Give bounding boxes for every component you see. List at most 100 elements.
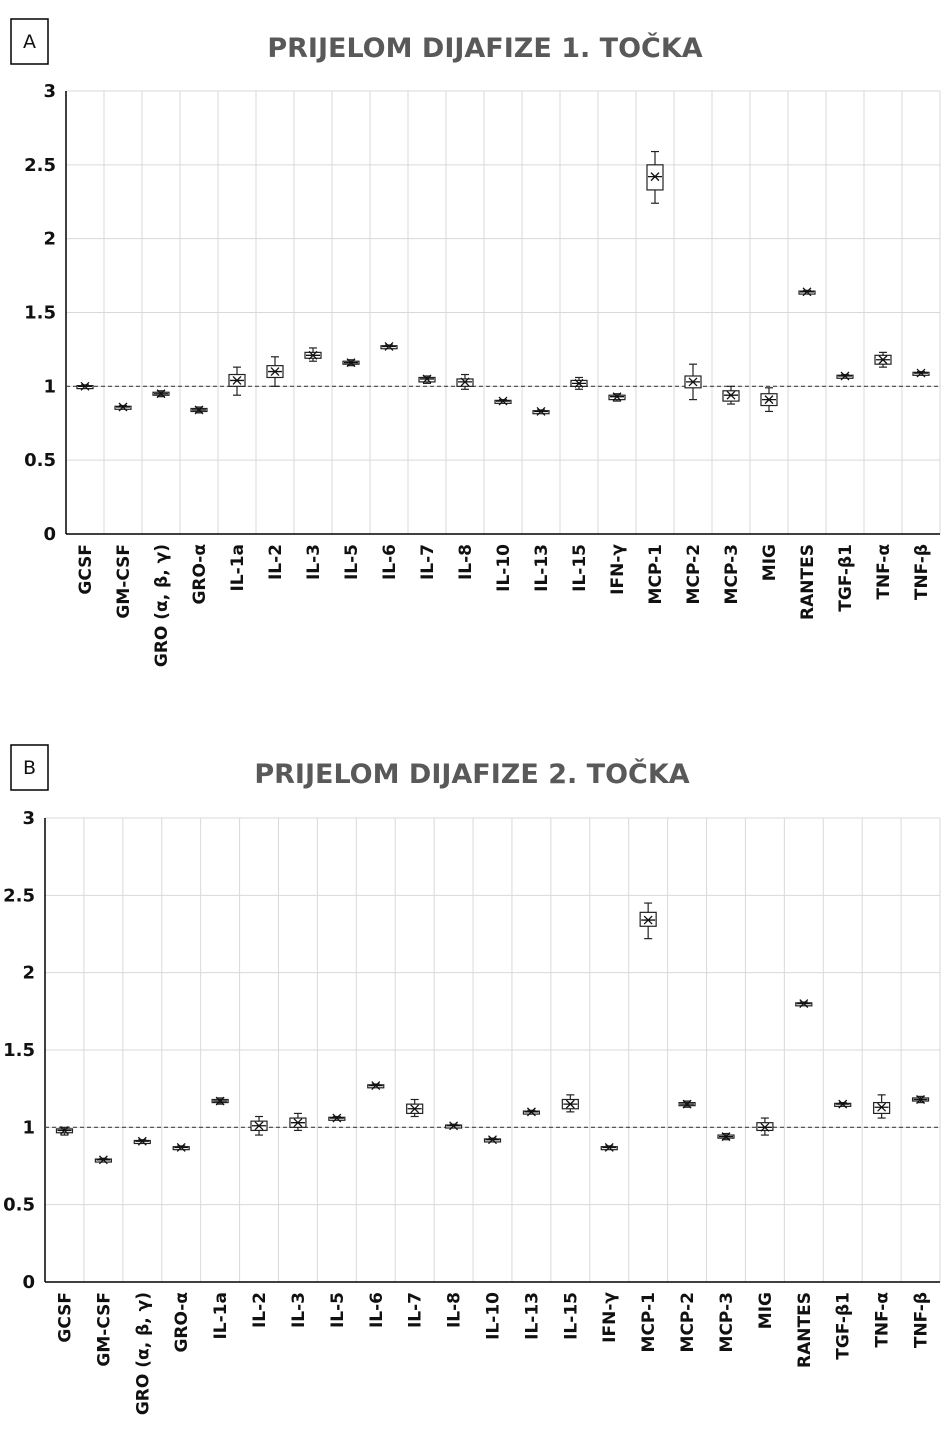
x-tick-label: GRO-α bbox=[190, 544, 210, 605]
box-plot-mark bbox=[266, 356, 284, 387]
y-tick-label: 1 bbox=[22, 1117, 35, 1138]
x-tick-label: TGF-β1 bbox=[836, 544, 856, 612]
x-tick-label: IL-13 bbox=[532, 544, 552, 592]
y-tick-label: 1.5 bbox=[3, 1040, 35, 1061]
x-tick-label: TGF-β1 bbox=[834, 1292, 854, 1360]
mean-marker bbox=[252, 1121, 267, 1131]
x-tick-label: IL-8 bbox=[456, 544, 476, 580]
panel-label: A bbox=[23, 31, 36, 53]
mean-marker bbox=[762, 395, 776, 405]
x-tick-label: MIG bbox=[756, 1292, 776, 1329]
box-plot-mark bbox=[532, 406, 550, 416]
y-tick-label: 2.5 bbox=[3, 885, 35, 906]
mean-marker bbox=[407, 1104, 422, 1114]
mean-marker bbox=[368, 1081, 383, 1091]
x-tick-label: IL-3 bbox=[304, 544, 324, 580]
x-tick-label: IFN-γ bbox=[608, 544, 628, 595]
box-plot-mark bbox=[406, 1098, 424, 1118]
chart-title: PRIJELOM DIJAFIZE 2. TOČKA bbox=[254, 758, 689, 790]
mean-marker bbox=[57, 1125, 72, 1135]
x-tick-label: MCP-2 bbox=[684, 544, 704, 604]
mean-marker bbox=[876, 355, 890, 365]
mean-marker bbox=[796, 999, 811, 1009]
box-plot-mark bbox=[873, 1094, 891, 1119]
box-plot-mark bbox=[418, 374, 436, 384]
box-plot-mark bbox=[678, 1099, 696, 1109]
x-tick-label: IL-3 bbox=[289, 1292, 309, 1328]
x-tick-label: TNF-α bbox=[873, 1292, 893, 1348]
mean-marker bbox=[724, 390, 738, 400]
mean-marker bbox=[800, 287, 814, 297]
box-plot-mark bbox=[522, 1107, 541, 1117]
box-plot-mark bbox=[639, 902, 657, 940]
box-plot-mark bbox=[722, 385, 740, 405]
mean-marker bbox=[154, 389, 168, 399]
mean-marker bbox=[534, 406, 548, 416]
y-tick-label: 3 bbox=[22, 808, 35, 829]
mean-marker bbox=[572, 378, 586, 388]
x-tick-label: TNF-β bbox=[912, 544, 932, 600]
y-tick-label: 0 bbox=[43, 524, 56, 545]
x-tick-label: IL-15 bbox=[570, 544, 590, 592]
y-tick-label: 1 bbox=[43, 376, 56, 397]
panel-label: B bbox=[23, 757, 36, 779]
box-plot-mark bbox=[456, 373, 474, 390]
mean-marker bbox=[835, 1099, 850, 1109]
box-plot-mark bbox=[76, 381, 94, 391]
x-tick-label: GRO-α bbox=[172, 1292, 192, 1353]
x-tick-label: IL-1a bbox=[228, 544, 248, 592]
x-tick-label: MCP-3 bbox=[717, 1292, 737, 1352]
x-tick-label: MCP-3 bbox=[722, 544, 742, 604]
box-plot-mark bbox=[795, 999, 813, 1009]
x-tick-label: IL-10 bbox=[484, 1292, 504, 1340]
x-tick-label: TNF-α bbox=[874, 544, 894, 600]
box-plot-mark bbox=[211, 1096, 229, 1106]
chart-svg-b: B PRIJELOM DIJAFIZE 2. TOČKA 0 0.5 1 1.5 2 2.… bbox=[3, 744, 941, 1415]
x-tick-label: GRO (α, β, γ) bbox=[152, 544, 172, 667]
box-plot-mark bbox=[646, 150, 664, 204]
mean-marker bbox=[344, 358, 358, 368]
y-tick-label: 0 bbox=[22, 1272, 35, 1293]
box-plot-mark bbox=[304, 347, 322, 362]
x-tick-label: MCP-1 bbox=[639, 1292, 659, 1352]
box-plot-mark bbox=[172, 1142, 190, 1152]
box-plot-mark bbox=[250, 1115, 268, 1136]
panel-label-box bbox=[10, 18, 49, 65]
box-plot-mark bbox=[94, 1155, 112, 1165]
panel-label-box bbox=[10, 744, 49, 791]
x-tick-label: IL-15 bbox=[561, 1292, 581, 1340]
mean-marker bbox=[382, 342, 396, 351]
x-tick-label: IL-7 bbox=[418, 544, 438, 580]
mean-marker bbox=[268, 367, 282, 377]
x-tick-label: IL-6 bbox=[380, 544, 400, 580]
x-tick-label: IL-7 bbox=[406, 1292, 426, 1328]
box-plot-mark bbox=[342, 358, 360, 368]
mean-marker bbox=[230, 375, 244, 385]
x-tick-label: GM-CSF bbox=[94, 1292, 114, 1367]
box-plot-mark bbox=[494, 396, 512, 406]
y-tick-label: 0.5 bbox=[24, 450, 56, 471]
mean-marker bbox=[116, 402, 130, 412]
mean-marker bbox=[563, 1099, 578, 1109]
box-plot-mark bbox=[133, 1136, 151, 1146]
box-plot-mark bbox=[608, 392, 626, 402]
mean-marker bbox=[641, 915, 656, 925]
box-plot-mark bbox=[600, 1142, 618, 1152]
box-plot-mark bbox=[911, 1095, 930, 1104]
box-plot-mark bbox=[836, 371, 854, 381]
box-plot-mark bbox=[834, 1099, 852, 1109]
mean-marker bbox=[78, 381, 92, 391]
x-tick-label: TNF-β bbox=[912, 1292, 932, 1348]
x-tick-label: MCP-1 bbox=[646, 544, 666, 604]
mean-marker bbox=[718, 1132, 733, 1142]
box-plot-mark bbox=[684, 363, 702, 401]
box-plot-mark bbox=[114, 402, 132, 412]
x-tick-label: IL-2 bbox=[266, 544, 286, 580]
box-plot-mark bbox=[367, 1081, 385, 1091]
box-plot-mark bbox=[570, 376, 588, 390]
x-tick-label: IL-13 bbox=[522, 1292, 542, 1340]
mean-marker bbox=[420, 374, 434, 384]
x-tick-label: GM-CSF bbox=[114, 544, 134, 619]
box-plot-mark bbox=[328, 1113, 346, 1123]
box-plot-mark bbox=[483, 1135, 502, 1145]
